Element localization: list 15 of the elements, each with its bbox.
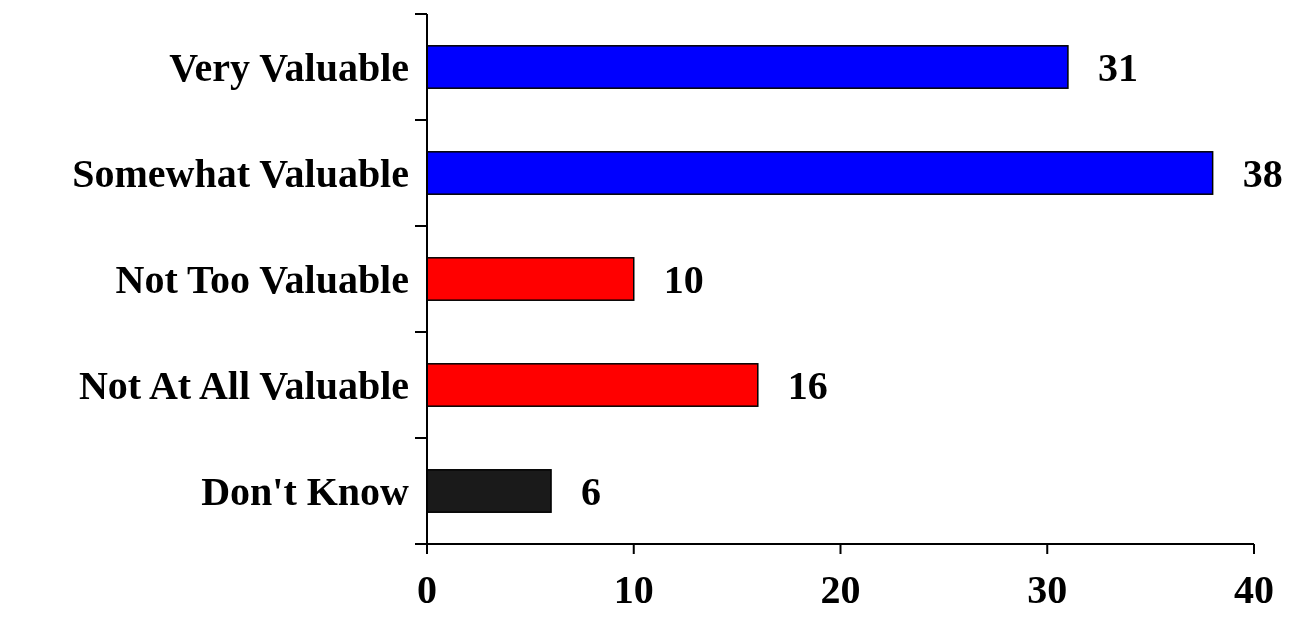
data-label: 31 xyxy=(1097,44,1138,90)
y-tick-label: Somewhat Valuable xyxy=(72,150,409,196)
data-label: 38 xyxy=(1242,150,1283,196)
y-tick-label: Very Valuable xyxy=(169,44,409,90)
x-tick-label: 40 xyxy=(1234,566,1274,612)
data-label: 6 xyxy=(581,468,602,514)
data-label: 16 xyxy=(787,362,828,408)
data-label: 10 xyxy=(663,256,704,302)
x-tick-label: 30 xyxy=(1027,566,1068,612)
x-tick-label: 20 xyxy=(820,566,861,612)
x-tick-label: 10 xyxy=(613,566,654,612)
x-tick-label: 0 xyxy=(417,566,437,612)
y-tick-label: Not At All Valuable xyxy=(78,362,409,408)
y-tick-label: Not Too Valuable xyxy=(115,256,409,302)
y-tick-label: Don't Know xyxy=(201,468,410,514)
